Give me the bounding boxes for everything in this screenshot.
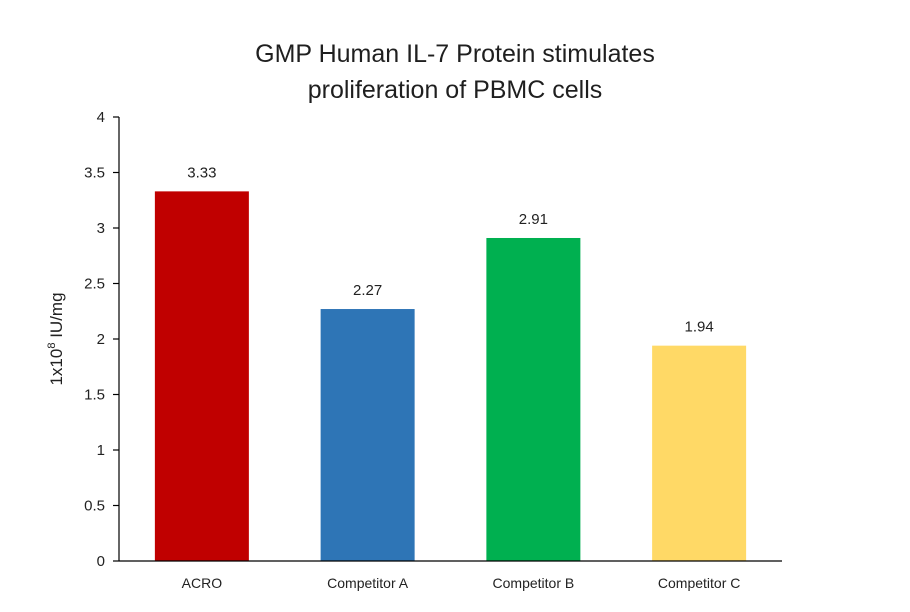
bar-competitor-c xyxy=(652,345,747,561)
y-tick-label: 4 xyxy=(97,109,105,126)
y-tick-label: 0 xyxy=(97,553,105,570)
x-category-label: Competitor C xyxy=(658,575,740,591)
y-tick-label: 3 xyxy=(97,220,105,237)
y-tick-label: 3.5 xyxy=(84,165,105,182)
y-axis-title-unit: IU/mg xyxy=(47,292,66,342)
y-axis-title: 1x108 IU/mg xyxy=(46,292,66,385)
x-category-label: Competitor A xyxy=(327,575,409,591)
y-axis-ticks: 0 0.5 1 1.5 2 2.5 3 3.5 4 xyxy=(84,109,119,570)
y-tick-label: 0.5 xyxy=(84,498,105,515)
y-axis-title-base: 1x10 xyxy=(47,349,66,386)
y-tick-label: 1 xyxy=(97,442,105,459)
data-labels: 3.33 2.27 2.91 1.94 xyxy=(187,164,713,335)
bar-competitor-a xyxy=(320,309,415,561)
data-label: 1.94 xyxy=(685,319,714,336)
y-axis-title-exponent: 8 xyxy=(46,343,58,349)
bar-acro xyxy=(154,191,249,561)
data-label: 2.91 xyxy=(519,211,548,228)
data-label: 3.33 xyxy=(187,164,216,181)
bars xyxy=(154,191,747,562)
chart-title-line-2: proliferation of PBMC cells xyxy=(307,76,603,104)
bar-competitor-b xyxy=(486,237,581,562)
x-category-label: Competitor B xyxy=(493,575,575,591)
y-tick-label: 1.5 xyxy=(84,387,105,404)
chart-title-line-1: GMP Human IL-7 Protein stimulates xyxy=(255,40,655,68)
data-label: 2.27 xyxy=(353,282,382,299)
x-category-label: ACRO xyxy=(182,575,223,591)
y-tick-label: 2 xyxy=(97,331,105,348)
y-tick-label: 2.5 xyxy=(84,276,105,293)
x-axis-categories: ACRO Competitor A Competitor B Competitor C xyxy=(182,575,741,591)
